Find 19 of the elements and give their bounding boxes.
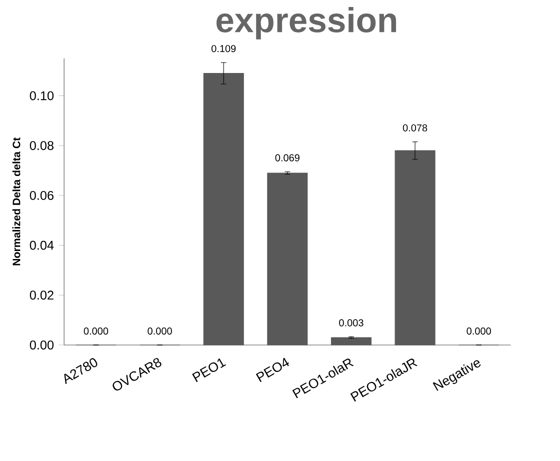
data-label: 0.078 (402, 124, 428, 132)
data-label: 0.000 (466, 328, 491, 335)
data-label: 0.069 (275, 154, 300, 162)
y-tick-label: 0.02 (30, 290, 54, 300)
data-label: 0.109 (212, 45, 236, 52)
bar (267, 172, 308, 346)
bar (203, 73, 244, 346)
y-tick-label: 0.10 (30, 91, 54, 100)
y-tick-label: 0.00 (30, 340, 54, 350)
bar (394, 150, 436, 346)
chart-title: expression (216, 7, 396, 40)
data-label: 0.000 (84, 328, 108, 335)
y-tick-label: 0.04 (30, 240, 54, 250)
data-label: 0.000 (148, 328, 172, 335)
y-axis-title: Normalized Delta delta Ct (12, 137, 20, 266)
y-tick-label: 0.06 (30, 190, 54, 200)
y-tick-label: 0.08 (30, 141, 54, 150)
bar (330, 337, 372, 346)
data-label: 0.003 (339, 319, 364, 326)
